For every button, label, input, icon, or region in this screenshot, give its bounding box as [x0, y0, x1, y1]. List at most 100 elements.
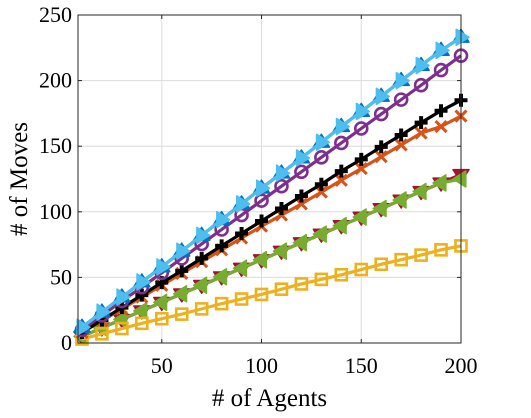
plus-marker — [255, 214, 269, 228]
square-marker — [414, 248, 428, 262]
square-marker — [214, 296, 229, 311]
square-marker — [374, 257, 389, 272]
triangle-left-marker — [312, 225, 327, 243]
triangle-right-marker — [295, 149, 311, 167]
square-marker — [174, 307, 189, 321]
square-marker — [115, 321, 129, 336]
plus-marker — [235, 226, 249, 240]
triangle-right-marker — [255, 179, 271, 197]
triangle-left-marker — [272, 242, 288, 260]
x-tick-label: 200 — [445, 353, 478, 378]
triangle-left-marker — [352, 208, 367, 226]
plus-marker — [374, 140, 388, 154]
plus-marker — [175, 264, 189, 278]
axis-ticks: 50 100 150 200 0 50 100 150 200 250 — [39, 2, 478, 378]
circle-marker — [334, 135, 349, 151]
square-marker — [234, 292, 249, 306]
x-marker — [434, 119, 448, 134]
triangle-right-marker — [355, 102, 371, 121]
triangle-left-marker — [292, 233, 307, 252]
triangle-right-marker — [196, 226, 211, 245]
y-tick-label: 100 — [39, 199, 72, 224]
x-marker — [394, 138, 408, 152]
plus-marker — [354, 152, 368, 166]
circle-marker — [373, 106, 389, 122]
triangle-right-marker — [236, 195, 251, 213]
plus-marker — [195, 251, 209, 265]
triangle-left-marker — [172, 285, 188, 303]
y-tick-label: 50 — [50, 264, 72, 289]
x-tick-label: 150 — [345, 353, 378, 378]
plus-marker — [334, 164, 348, 178]
triangle-left-marker — [392, 191, 407, 209]
triangle-right-marker — [395, 71, 410, 90]
circle-marker — [274, 178, 289, 194]
y-tick-label: 0 — [61, 330, 72, 355]
triangle-right-marker — [136, 273, 151, 291]
x-marker — [374, 150, 388, 164]
square-marker — [314, 272, 329, 287]
plus-marker — [434, 104, 448, 118]
series-2 — [73, 170, 467, 346]
triangle-right-marker — [96, 303, 111, 321]
x-marker — [334, 173, 348, 187]
square-marker — [294, 277, 309, 291]
circle-marker — [254, 193, 269, 208]
square-marker — [394, 252, 408, 267]
triangle-right-marker — [435, 41, 450, 60]
x-marker — [354, 161, 368, 176]
circle-marker — [393, 92, 409, 107]
triangle-left-marker — [252, 250, 268, 269]
triangle-left-marker — [192, 276, 208, 295]
square-marker — [254, 287, 269, 302]
triangle-left-marker — [153, 293, 168, 312]
triangle-right-marker — [315, 133, 331, 152]
triangle-right-marker — [415, 56, 430, 75]
triangle-right-marker — [216, 210, 231, 229]
series-8 — [76, 28, 470, 337]
square-marker — [95, 327, 109, 341]
square-marker — [354, 262, 369, 277]
triangle-right-marker — [375, 87, 390, 106]
triangle-left-marker — [412, 182, 427, 201]
circle-marker — [413, 77, 429, 93]
triangle-left-marker — [133, 302, 148, 320]
plus-marker — [314, 177, 328, 191]
triangle-right-marker — [116, 288, 131, 306]
plus-marker — [135, 288, 149, 302]
x-marker — [294, 197, 308, 211]
triangle-right-marker — [176, 242, 191, 260]
plus-marker — [215, 239, 229, 253]
series-group — [73, 28, 470, 346]
y-tick-label: 200 — [39, 68, 72, 93]
circle-marker — [294, 164, 309, 180]
square-marker — [135, 316, 149, 331]
circle-marker — [353, 121, 369, 136]
plot-frame — [77, 14, 462, 344]
plus-marker — [274, 202, 288, 216]
triangle-right-marker — [455, 28, 470, 47]
triangle-left-marker — [432, 174, 447, 192]
y-tick-label: 150 — [39, 133, 72, 158]
x-marker — [314, 185, 328, 199]
x-axis-label: # of Agents — [212, 385, 327, 412]
x-tick-label: 100 — [245, 353, 278, 378]
square-marker — [434, 243, 448, 257]
triangle-left-marker — [372, 199, 387, 218]
triangle-left-marker — [232, 259, 248, 277]
triangle-right-marker — [275, 164, 291, 182]
plus-marker — [294, 189, 308, 203]
plus-marker — [414, 116, 428, 130]
x-marker — [414, 126, 428, 140]
plus-marker — [394, 128, 408, 142]
square-marker — [154, 311, 169, 326]
triangle-right-marker — [335, 117, 351, 136]
circle-marker — [433, 62, 449, 78]
triangle-left-marker — [332, 216, 347, 235]
square-marker — [274, 282, 289, 297]
series-line — [81, 244, 462, 341]
x-tick-label: 50 — [151, 353, 173, 378]
triangle-right-marker — [156, 258, 171, 276]
